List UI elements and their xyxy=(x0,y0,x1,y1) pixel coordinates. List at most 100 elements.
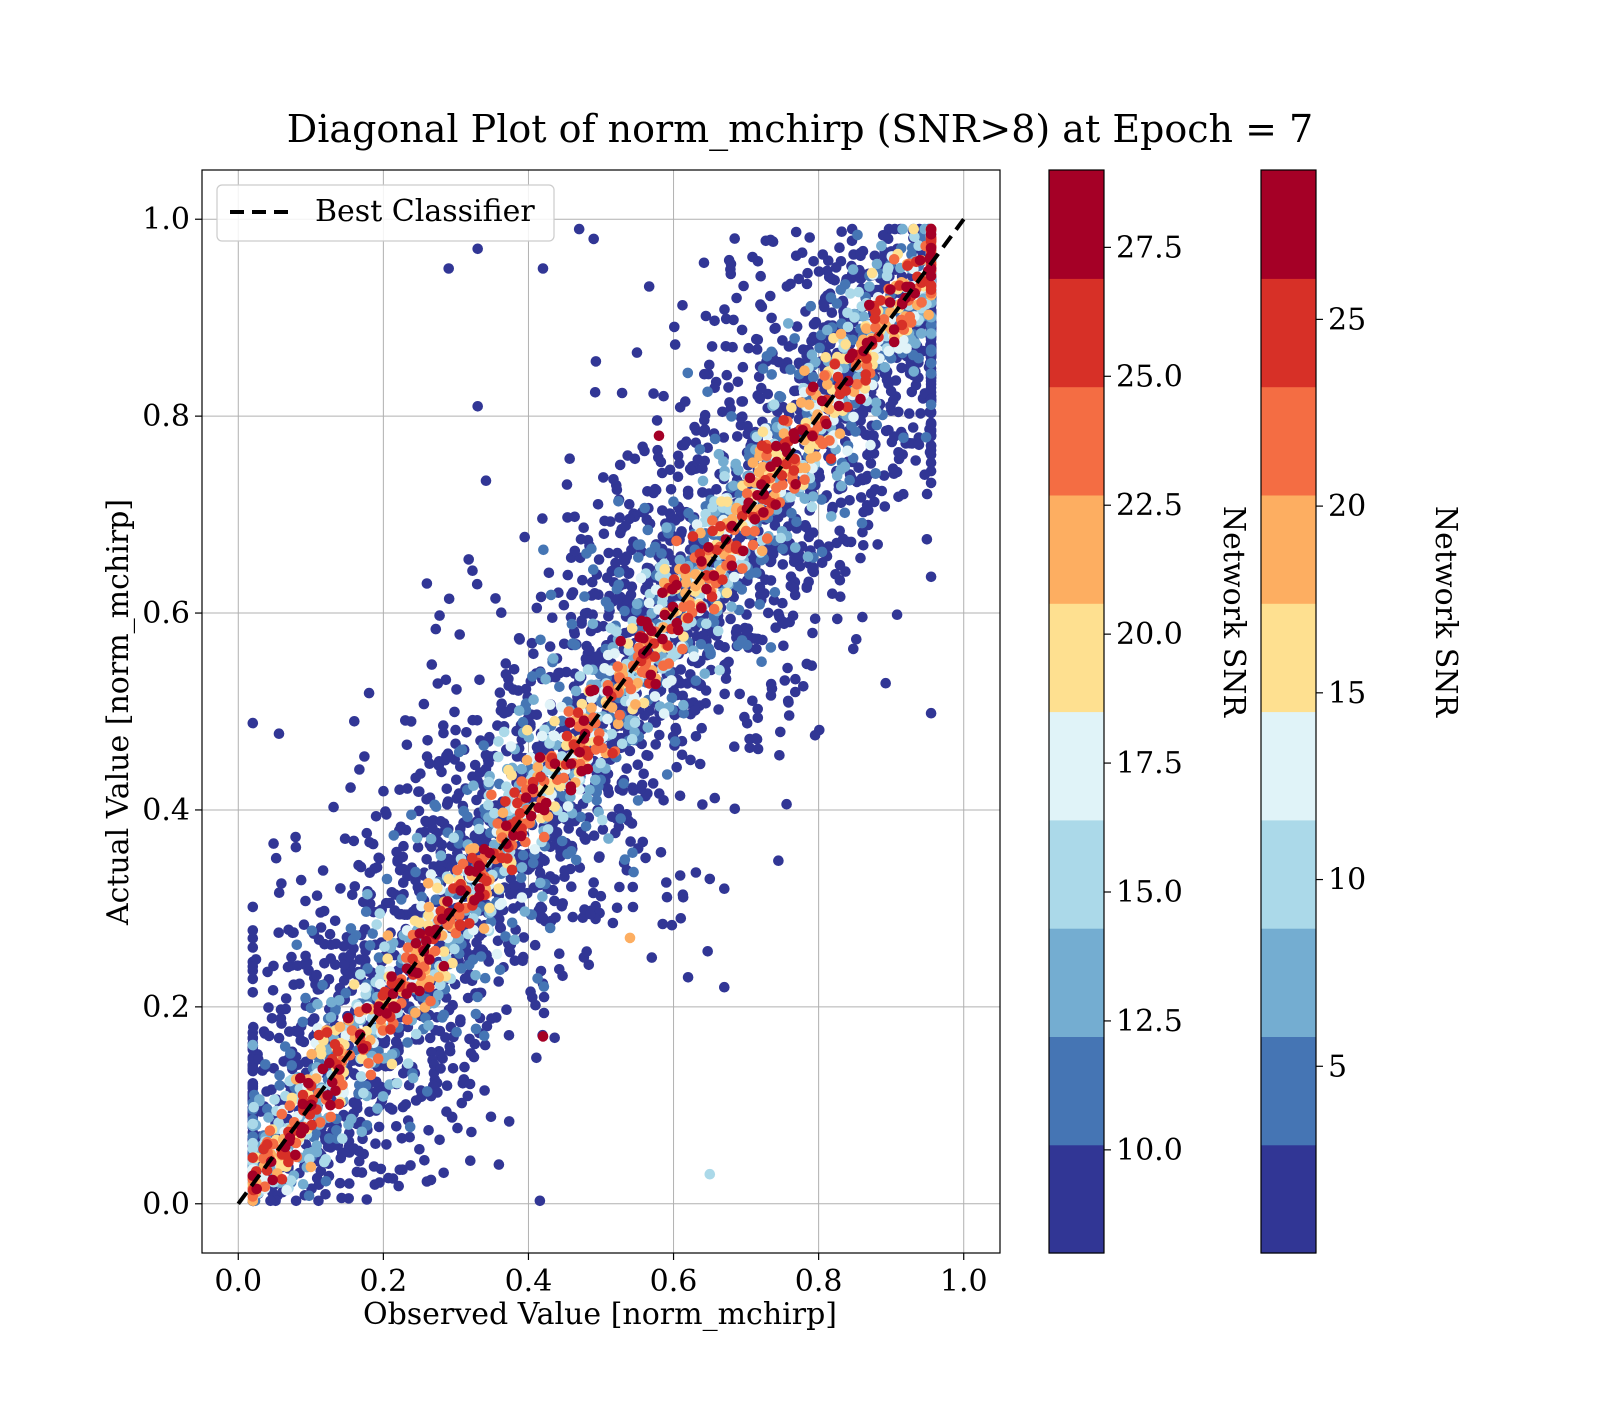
scatter-point xyxy=(777,598,788,609)
scatter-point xyxy=(658,660,669,671)
scatter-point xyxy=(628,882,639,893)
scatter-point xyxy=(537,513,548,524)
scatter-point xyxy=(508,684,519,695)
scatter-point xyxy=(737,563,748,574)
scatter-point xyxy=(530,844,541,855)
scatter-point xyxy=(538,263,549,274)
scatter-point xyxy=(298,1017,309,1028)
scatter-point xyxy=(786,508,797,519)
scatter-point xyxy=(455,1014,466,1025)
scatter-point xyxy=(602,714,613,725)
scatter-point xyxy=(354,1156,365,1167)
scatter-point xyxy=(919,469,930,480)
scatter-point xyxy=(678,601,689,612)
scatter-point xyxy=(268,838,279,849)
scatter-point xyxy=(415,768,426,779)
scatter-point xyxy=(546,590,557,601)
scatter-point xyxy=(336,1153,347,1164)
scatter-point xyxy=(248,1022,259,1033)
scatter-point xyxy=(394,909,405,920)
scatter-point xyxy=(471,1009,482,1020)
scatter-point xyxy=(435,816,446,827)
scatter-point xyxy=(461,727,472,738)
scatter-point xyxy=(564,706,575,717)
scatter-point xyxy=(661,877,672,888)
scatter-point xyxy=(808,256,819,267)
scatter-point xyxy=(292,960,303,971)
scatter-point xyxy=(714,640,725,651)
scatter-point xyxy=(777,544,788,555)
scatter-point xyxy=(451,793,462,804)
scatter-point xyxy=(612,484,623,495)
scatter-point xyxy=(621,520,632,531)
scatter-point xyxy=(363,1058,374,1069)
scatter-point xyxy=(614,882,625,893)
scatter-point xyxy=(840,566,851,577)
scatter-point xyxy=(598,824,609,835)
scatter-point xyxy=(456,963,467,974)
scatter-point xyxy=(613,496,624,507)
scatter-point xyxy=(498,808,509,819)
scatter-point xyxy=(356,862,367,873)
scatter-point xyxy=(855,251,866,262)
scatter-point xyxy=(613,719,624,730)
scatter-point xyxy=(354,764,365,775)
scatter-point xyxy=(346,923,357,934)
scatter-point xyxy=(748,540,759,551)
scatter-point xyxy=(535,1196,546,1207)
scatter-point xyxy=(614,710,625,721)
scatter-point xyxy=(615,813,626,824)
scatter-point xyxy=(612,661,623,672)
scatter-point xyxy=(492,949,503,960)
scatter-point xyxy=(660,564,671,575)
scatter-point xyxy=(434,1135,445,1146)
scatter-point xyxy=(752,734,763,745)
scatter-point xyxy=(791,227,802,238)
scatter-point xyxy=(614,567,625,578)
scatter-point xyxy=(402,1037,413,1048)
scatter-point xyxy=(926,344,937,355)
scatter-point xyxy=(803,551,814,562)
scatter-point xyxy=(281,993,292,1004)
scatter-point xyxy=(804,232,815,243)
scatter-point xyxy=(348,934,359,945)
scatter-point xyxy=(612,903,623,914)
scatter-point xyxy=(264,1031,275,1042)
scatter-point xyxy=(528,694,539,705)
scatter-point xyxy=(581,946,592,957)
scatter-point xyxy=(500,796,511,807)
scatter-point xyxy=(576,615,587,626)
scatter-point xyxy=(356,1071,367,1082)
scatter-point xyxy=(471,795,482,806)
scatter-point xyxy=(286,1175,297,1186)
scatter-point xyxy=(535,878,546,889)
scatter-point xyxy=(300,896,311,907)
scatter-point xyxy=(494,1159,505,1170)
scatter-point xyxy=(926,708,937,719)
scatter-point xyxy=(508,903,519,914)
scatter-point xyxy=(474,824,485,835)
scatter-point xyxy=(410,867,421,878)
scatter-point xyxy=(808,372,819,383)
scatter-point xyxy=(639,446,650,457)
scatter-point xyxy=(566,881,577,892)
scatter-point xyxy=(441,1106,452,1117)
scatter-point xyxy=(776,533,787,544)
scatter-point xyxy=(312,890,323,901)
scatter-point xyxy=(888,396,899,407)
scatter-point xyxy=(398,841,409,852)
scatter-point xyxy=(701,619,712,630)
scatter-point xyxy=(517,892,528,903)
scatter-point xyxy=(383,930,394,941)
scatter-point xyxy=(800,463,811,474)
scatter-point xyxy=(503,707,514,718)
scatter-point xyxy=(433,678,444,689)
scatter-point xyxy=(484,903,495,914)
scatter-point xyxy=(710,793,721,804)
scatter-point xyxy=(486,790,497,801)
scatter-point xyxy=(734,689,745,700)
scatter-point xyxy=(300,951,311,962)
scatter-point xyxy=(281,1185,292,1196)
scatter-point xyxy=(699,258,710,269)
